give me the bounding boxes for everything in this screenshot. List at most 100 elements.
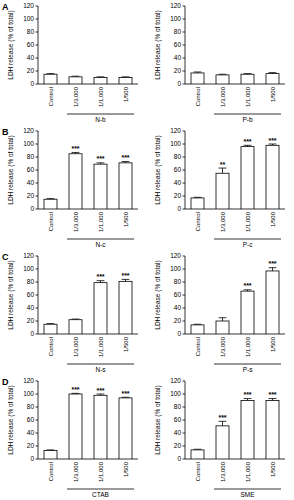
y-tick bbox=[36, 433, 39, 434]
y-label: LDH release (% of total) bbox=[7, 385, 15, 454]
x-label: N-s bbox=[95, 366, 106, 373]
y-tick bbox=[183, 58, 186, 59]
bar bbox=[266, 145, 279, 209]
y-tick-label: 40 bbox=[174, 54, 182, 61]
y-tick bbox=[183, 446, 186, 447]
y-tick-label: 120 bbox=[23, 252, 34, 259]
y-tick bbox=[36, 308, 39, 309]
bar bbox=[266, 271, 279, 334]
x-tick-label: Control bbox=[195, 337, 201, 356]
y-tick bbox=[183, 32, 186, 33]
y-tick bbox=[183, 170, 186, 171]
y-tick-label: 20 bbox=[27, 442, 35, 449]
x-tick-label: 1/500 bbox=[123, 461, 129, 477]
bar bbox=[266, 74, 279, 84]
y-tick-label: 120 bbox=[23, 127, 34, 134]
bar bbox=[191, 450, 204, 459]
y-tick-label: 120 bbox=[170, 377, 181, 384]
significance: *** bbox=[121, 154, 129, 161]
x-tick-label: 1/1,000 bbox=[245, 86, 251, 107]
marks bbox=[191, 399, 279, 459]
chart: 020406080100120LDH release (% of total)C… bbox=[7, 2, 138, 123]
x-label: SME bbox=[240, 491, 255, 498]
x-tick-label: Control bbox=[48, 337, 54, 356]
y-tick-label: 100 bbox=[23, 265, 34, 272]
bar bbox=[94, 283, 107, 334]
y-tick bbox=[36, 256, 39, 257]
y-tick bbox=[183, 131, 186, 132]
y-tick-label: 20 bbox=[27, 192, 35, 199]
x-tick-label: 1/1,000 bbox=[98, 336, 104, 357]
y-tick bbox=[183, 321, 186, 322]
y-tick bbox=[36, 157, 39, 158]
significance: *** bbox=[96, 387, 104, 394]
x-tick-label: Control bbox=[195, 212, 201, 231]
y-tick-label: 40 bbox=[174, 304, 182, 311]
significance: ** bbox=[220, 161, 226, 168]
x-tick-label: 1/1,000 bbox=[98, 461, 104, 482]
x-label: P-s bbox=[243, 366, 254, 373]
y-tick bbox=[36, 71, 39, 72]
significance: *** bbox=[268, 137, 276, 144]
bar bbox=[119, 163, 132, 209]
y-tick bbox=[183, 157, 186, 158]
chart: 020406080100120LDH release (% of total)C… bbox=[7, 127, 138, 248]
bar bbox=[216, 426, 229, 459]
y-tick-label: 20 bbox=[27, 317, 35, 324]
y-tick-label: 40 bbox=[174, 179, 182, 186]
y-tick-label: 0 bbox=[177, 80, 181, 87]
x-tick-label: Control bbox=[48, 87, 54, 106]
y-tick bbox=[36, 209, 39, 210]
bar bbox=[44, 451, 57, 459]
bar bbox=[119, 78, 132, 85]
y-tick-label: 80 bbox=[174, 28, 182, 35]
y-tick-label: 40 bbox=[174, 429, 182, 436]
y-tick-label: 60 bbox=[174, 41, 182, 48]
bar bbox=[241, 401, 254, 460]
y-tick bbox=[183, 71, 186, 72]
significance: *** bbox=[243, 391, 251, 398]
chart: 020406080100120LDH release (% of total)C… bbox=[154, 377, 285, 498]
y-tick bbox=[183, 209, 186, 210]
error-cap bbox=[97, 394, 105, 395]
x-tick-label: 1/3,000 bbox=[220, 336, 226, 357]
bar bbox=[216, 75, 229, 84]
y-tick-label: 60 bbox=[174, 291, 182, 298]
y-tick bbox=[36, 295, 39, 296]
y-tick bbox=[183, 144, 186, 145]
y-tick-label: 0 bbox=[30, 330, 34, 337]
y-tick bbox=[183, 459, 186, 460]
x-tick-label: 1/500 bbox=[270, 336, 276, 352]
y-tick bbox=[36, 381, 39, 382]
error-bar bbox=[219, 318, 227, 321]
y-tick bbox=[183, 256, 186, 257]
y-tick bbox=[36, 170, 39, 171]
chart: 020406080100120LDH release (% of total)C… bbox=[154, 252, 285, 373]
y-tick bbox=[36, 321, 39, 322]
marks bbox=[191, 144, 279, 209]
x-tick-label: 1/500 bbox=[270, 211, 276, 227]
error-stem bbox=[222, 318, 223, 321]
group-line bbox=[67, 114, 134, 115]
x-tick-label: Control bbox=[48, 212, 54, 231]
y-tick bbox=[36, 183, 39, 184]
x-tick-label: 1/1,000 bbox=[98, 86, 104, 107]
x-tick-label: 1/500 bbox=[270, 86, 276, 102]
y-tick-label: 80 bbox=[27, 403, 35, 410]
y-tick bbox=[36, 420, 39, 421]
significance: *** bbox=[96, 273, 104, 280]
bar bbox=[216, 321, 229, 334]
marks bbox=[44, 279, 132, 334]
y-tick bbox=[183, 433, 186, 434]
y-tick bbox=[36, 282, 39, 283]
x-tick-label: 1/3,000 bbox=[220, 86, 226, 107]
y-label: LDH release (% of total) bbox=[154, 260, 162, 329]
bar bbox=[241, 74, 254, 84]
error-bar bbox=[219, 421, 227, 426]
y-tick-label: 0 bbox=[30, 205, 34, 212]
y-tick bbox=[183, 19, 186, 20]
y-tick-label: 80 bbox=[27, 153, 35, 160]
y-tick bbox=[36, 144, 39, 145]
significance: *** bbox=[268, 260, 276, 267]
error-cap bbox=[122, 161, 130, 162]
